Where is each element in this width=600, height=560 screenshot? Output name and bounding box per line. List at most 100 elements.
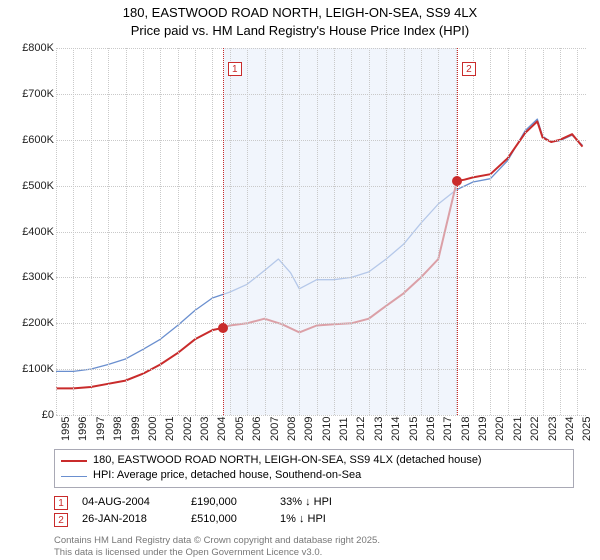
sale-dot-icon [218,323,228,333]
gridline-v [386,48,387,415]
x-axis-label: 2024 [564,417,576,441]
sale-marker-2-icon: 2 [54,513,68,527]
gridline-v [126,48,127,415]
sale-row-1: 1 04-AUG-2004 £190,000 33% ↓ HPI [54,494,582,512]
chart-title: 180, EASTWOOD ROAD NORTH, LEIGH-ON-SEA, … [8,4,592,39]
sale-delta-1: 33% ↓ HPI [280,494,380,512]
gridline-v [473,48,474,415]
gridline-v [178,48,179,415]
y-axis-label: £400K [10,226,54,238]
y-axis-label: £100K [10,363,54,375]
x-axis-label: 2003 [199,417,211,441]
gridline-v [212,48,213,415]
chart-area: 12 £0£100K£200K£300K£400K£500K£600K£700K… [10,43,590,443]
gridline-h [56,323,586,324]
gridline-v [247,48,248,415]
x-axis-label: 2010 [321,417,333,441]
gridline-v [369,48,370,415]
gridline-v [508,48,509,415]
sale-vline [457,48,458,415]
plot-area: 12 [56,48,586,415]
gridline-h [56,186,586,187]
gridline-v [73,48,74,415]
x-axis-label: 2004 [216,417,228,441]
x-axis-label: 2021 [512,417,524,441]
x-axis-label: 2012 [355,417,367,441]
sale-marker-box: 1 [228,62,242,76]
x-axis-label: 2006 [251,417,263,441]
gridline-v [525,48,526,415]
y-axis-label: £600K [10,134,54,146]
gridline-v [91,48,92,415]
sale-marker-1-icon: 1 [54,496,68,510]
y-axis-label: £0 [10,409,54,421]
x-axis-label: 2017 [442,417,454,441]
gridline-v [282,48,283,415]
sale-marker-box: 2 [462,62,476,76]
x-axis-label: 1996 [77,417,89,441]
legend-swatch-price-paid [61,460,87,462]
x-axis-label: 2015 [408,417,420,441]
x-axis-label: 2019 [477,417,489,441]
gridline-v [317,48,318,415]
footer-line-2: This data is licensed under the Open Gov… [54,547,582,559]
x-axis-label: 2007 [269,417,281,441]
gridline-v [543,48,544,415]
chart-container: 180, EASTWOOD ROAD NORTH, LEIGH-ON-SEA, … [0,0,600,560]
sale-date-1: 04-AUG-2004 [82,494,177,512]
x-axis-label: 2009 [303,417,315,441]
gridline-v [299,48,300,415]
x-axis-label: 2000 [147,417,159,441]
gridline-h [56,277,586,278]
x-axis-label: 2013 [373,417,385,441]
gridline-h [56,232,586,233]
gridline-v [490,48,491,415]
footer-line-1: Contains HM Land Registry data © Crown c… [54,535,582,547]
x-axis-label: 2025 [581,417,593,441]
x-axis-label: 2023 [547,417,559,441]
x-axis-label: 2005 [234,417,246,441]
title-line-2: Price paid vs. HM Land Registry's House … [8,22,592,40]
legend: 180, EASTWOOD ROAD NORTH, LEIGH-ON-SEA, … [54,449,574,488]
x-axis-label: 2001 [164,417,176,441]
x-axis-label: 2002 [182,417,194,441]
gridline-v [230,48,231,415]
y-axis-label: £800K [10,42,54,54]
gridline-v [56,48,57,415]
gridline-v [265,48,266,415]
y-axis-label: £300K [10,271,54,283]
gridline-v [560,48,561,415]
x-axis-label: 2014 [390,417,402,441]
x-axis-label: 2008 [286,417,298,441]
legend-swatch-hpi [61,476,87,477]
x-axis-label: 1999 [130,417,142,441]
y-axis-label: £200K [10,317,54,329]
gridline-h [56,48,586,49]
legend-label-price-paid: 180, EASTWOOD ROAD NORTH, LEIGH-ON-SEA, … [93,453,482,468]
gridline-v [195,48,196,415]
gridline-v [108,48,109,415]
sale-price-1: £190,000 [191,494,266,512]
gridline-v [438,48,439,415]
title-line-1: 180, EASTWOOD ROAD NORTH, LEIGH-ON-SEA, … [8,4,592,22]
gridline-v [351,48,352,415]
gridline-h [56,369,586,370]
y-axis-label: £700K [10,88,54,100]
gridline-v [577,48,578,415]
sale-price-2: £510,000 [191,511,266,529]
x-axis-label: 2011 [338,417,350,441]
x-axis-label: 2022 [529,417,541,441]
gridline-h [56,94,586,95]
attribution-footer: Contains HM Land Registry data © Crown c… [54,535,582,560]
x-axis-label: 1998 [112,417,124,441]
sale-date-2: 26-JAN-2018 [82,511,177,529]
legend-item-price-paid: 180, EASTWOOD ROAD NORTH, LEIGH-ON-SEA, … [61,453,567,468]
x-axis-label: 1997 [95,417,107,441]
gridline-v [143,48,144,415]
gridline-h [56,140,586,141]
sale-vline [223,48,224,415]
x-axis-label: 1995 [60,417,72,441]
sales-table: 1 04-AUG-2004 £190,000 33% ↓ HPI 2 26-JA… [54,494,582,529]
legend-item-hpi: HPI: Average price, detached house, Sout… [61,468,567,483]
gridline-v [334,48,335,415]
